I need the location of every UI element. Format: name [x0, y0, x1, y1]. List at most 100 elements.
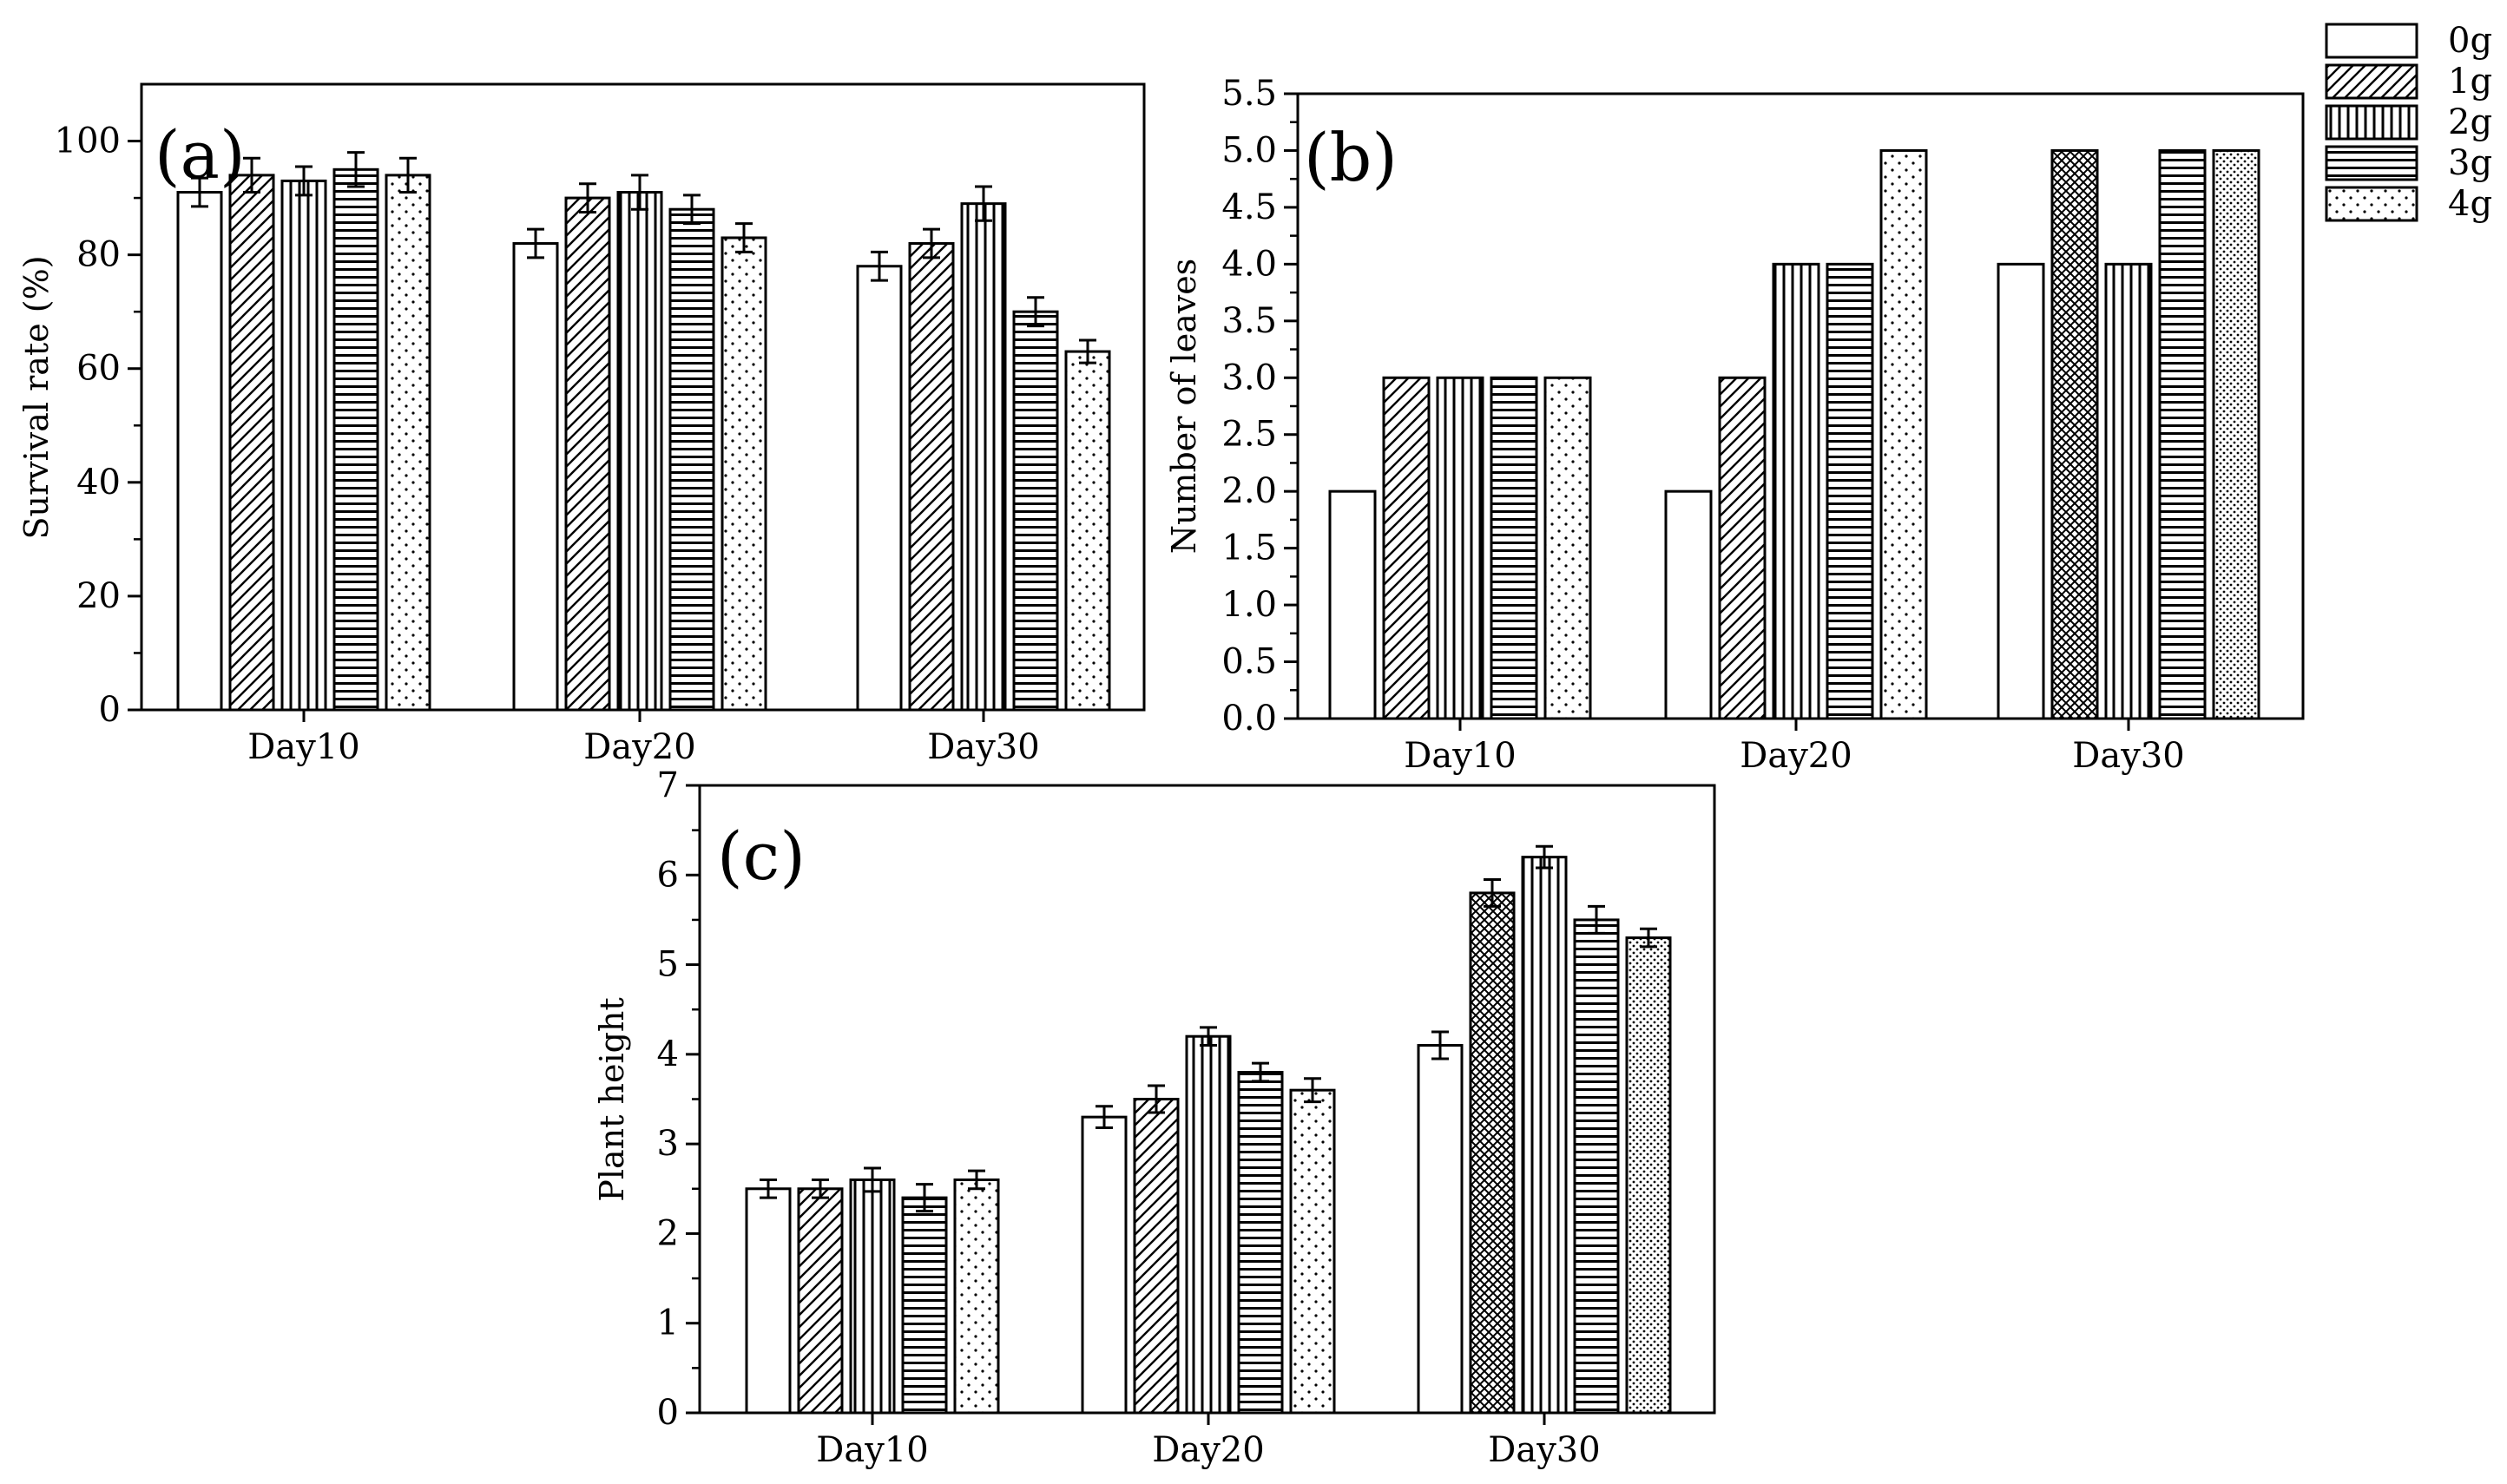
- y-axis-title: Number of leaves: [1165, 259, 1203, 555]
- x-tick-label-day30: Day30: [1488, 1430, 1600, 1470]
- y-tick-label: 1.0: [1221, 585, 1277, 625]
- y-tick-label: 20: [76, 576, 121, 616]
- y-tick-label: 40: [76, 463, 121, 502]
- bar-1g-day30: [1469, 891, 1516, 1415]
- x-tick-label-day20: Day20: [1152, 1430, 1264, 1470]
- x-tick-label-day10: Day10: [247, 727, 359, 767]
- x-tick-label-day10: Day10: [816, 1430, 928, 1470]
- bar-0g-day10: [1328, 489, 1377, 720]
- bar-3g-day30: [1012, 310, 1059, 712]
- chart-panel-b: 0.0 0.5 1.0 1.5 2.0 2.5 3.0 3.5 4.0 4.5 5.0 5.5 Day1…: [1165, 74, 2305, 776]
- y-tick-label: 6: [657, 855, 679, 895]
- bar-4g-day20: [721, 236, 767, 712]
- bar-3g-day20: [1237, 1071, 1284, 1415]
- bar-0g-day30: [856, 265, 903, 712]
- legend-swatch-0g: [2325, 23, 2418, 59]
- legend-label-3g: 3g: [2448, 143, 2492, 183]
- bar-0g-day20: [512, 242, 559, 712]
- bar-2g-day10: [280, 179, 327, 712]
- bar-0g-day10: [745, 1187, 792, 1415]
- y-tick-label: 7: [657, 765, 679, 805]
- bar-1g-day30: [2050, 148, 2099, 720]
- bar-3g-day10: [1490, 376, 1538, 720]
- y-tick-label: 4.0: [1221, 244, 1277, 284]
- legend-label-4g: 4g: [2448, 184, 2492, 224]
- bar-3g-day20: [668, 207, 715, 712]
- y-axis-title: Plant height: [593, 997, 631, 1201]
- bar-1g-day30: [908, 242, 955, 712]
- legend-swatch-3g: [2325, 145, 2418, 181]
- panel-label: (c): [717, 818, 806, 895]
- y-tick-label: 0: [657, 1393, 679, 1433]
- bar-0g-day20: [1664, 489, 1713, 720]
- y-tick-label: 5: [657, 945, 679, 985]
- y-tick-label: 1.5: [1221, 529, 1277, 568]
- y-axis-title: Survival rate (%): [17, 255, 56, 539]
- legend-label-2g: 2g: [2448, 102, 2492, 142]
- bar-4g-day10: [953, 1178, 1000, 1415]
- y-tick-label: 4: [657, 1034, 679, 1074]
- bar-2g-day10: [1436, 376, 1484, 720]
- chart-panel-a: 0 20 40 60 80 100 Day10 Day20 Day30 (a) Survival r…: [17, 82, 1146, 767]
- bar-2g-day10: [849, 1178, 896, 1415]
- y-tick-label: 60: [76, 349, 121, 389]
- y-tick-label: 3.5: [1221, 301, 1277, 341]
- x-tick-label-day30: Day30: [927, 727, 1039, 767]
- y-tick-label: 3.0: [1221, 358, 1277, 397]
- bar-4g-day30: [1064, 350, 1111, 712]
- y-tick-label: 100: [55, 121, 121, 161]
- y-tick-label: 0.5: [1221, 642, 1277, 682]
- bar-4g-day20: [1289, 1088, 1336, 1415]
- bar-1g-day10: [797, 1187, 844, 1415]
- bar-2g-day30: [960, 202, 1007, 712]
- bar-3g-day30: [1573, 918, 1620, 1415]
- bar-4g-day10: [1543, 376, 1592, 720]
- bar-4g-day10: [385, 174, 431, 712]
- bar-1g-day10: [228, 174, 275, 712]
- chart-panel-c: 0 1 2 3 4 5 6 7 Day10 Day20 Day30 (c) Plant height: [593, 765, 1716, 1470]
- y-tick-label: 0: [99, 690, 121, 730]
- y-tick-label: 4.5: [1221, 187, 1277, 227]
- legend-swatch-4g: [2325, 186, 2418, 222]
- bar-1g-day20: [1133, 1098, 1180, 1415]
- legend-swatch-1g: [2325, 63, 2418, 100]
- y-tick-label: 1: [657, 1303, 679, 1343]
- legend-label-1g: 1g: [2448, 62, 2492, 102]
- bar-2g-day20: [1772, 262, 1820, 720]
- bar-2g-day20: [616, 191, 663, 712]
- bar-4g-day20: [1879, 148, 1928, 720]
- bar-2g-day30: [1521, 856, 1568, 1415]
- y-tick-label: 2.0: [1221, 471, 1277, 511]
- bar-3g-day10: [332, 167, 379, 712]
- y-tick-label: 5.0: [1221, 130, 1277, 170]
- x-tick-label-day20: Day20: [1740, 736, 1852, 776]
- bar-2g-day30: [2104, 262, 2153, 720]
- bar-0g-day10: [176, 191, 223, 712]
- y-tick-label: 3: [657, 1124, 679, 1164]
- x-tick-label-day30: Day30: [2072, 736, 2184, 776]
- y-tick-label: 0.0: [1221, 699, 1277, 739]
- bar-4g-day30: [2212, 148, 2260, 720]
- legend-label-0g: 0g: [2448, 21, 2492, 61]
- bar-3g-day20: [1826, 262, 1874, 720]
- bar-3g-day30: [2158, 148, 2207, 720]
- bar-0g-day30: [1417, 1044, 1464, 1415]
- bar-3g-day10: [901, 1196, 948, 1415]
- bar-0g-day20: [1081, 1115, 1128, 1415]
- panel-label: (a): [155, 116, 246, 194]
- bar-4g-day30: [1625, 936, 1672, 1415]
- x-tick-label-day10: Day10: [1404, 736, 1516, 776]
- panel-label: (b): [1304, 119, 1398, 196]
- y-tick-label: 2: [657, 1213, 679, 1253]
- bar-1g-day20: [564, 196, 611, 712]
- bar-1g-day10: [1382, 376, 1431, 720]
- bar-2g-day20: [1185, 1034, 1232, 1415]
- y-tick-label: 2.5: [1221, 415, 1277, 455]
- y-tick-label: 5.5: [1221, 74, 1277, 114]
- y-tick-label: 80: [76, 235, 121, 275]
- bar-0g-day30: [1997, 262, 2045, 720]
- bar-1g-day20: [1718, 376, 1767, 720]
- legend-swatch-2g: [2325, 104, 2418, 141]
